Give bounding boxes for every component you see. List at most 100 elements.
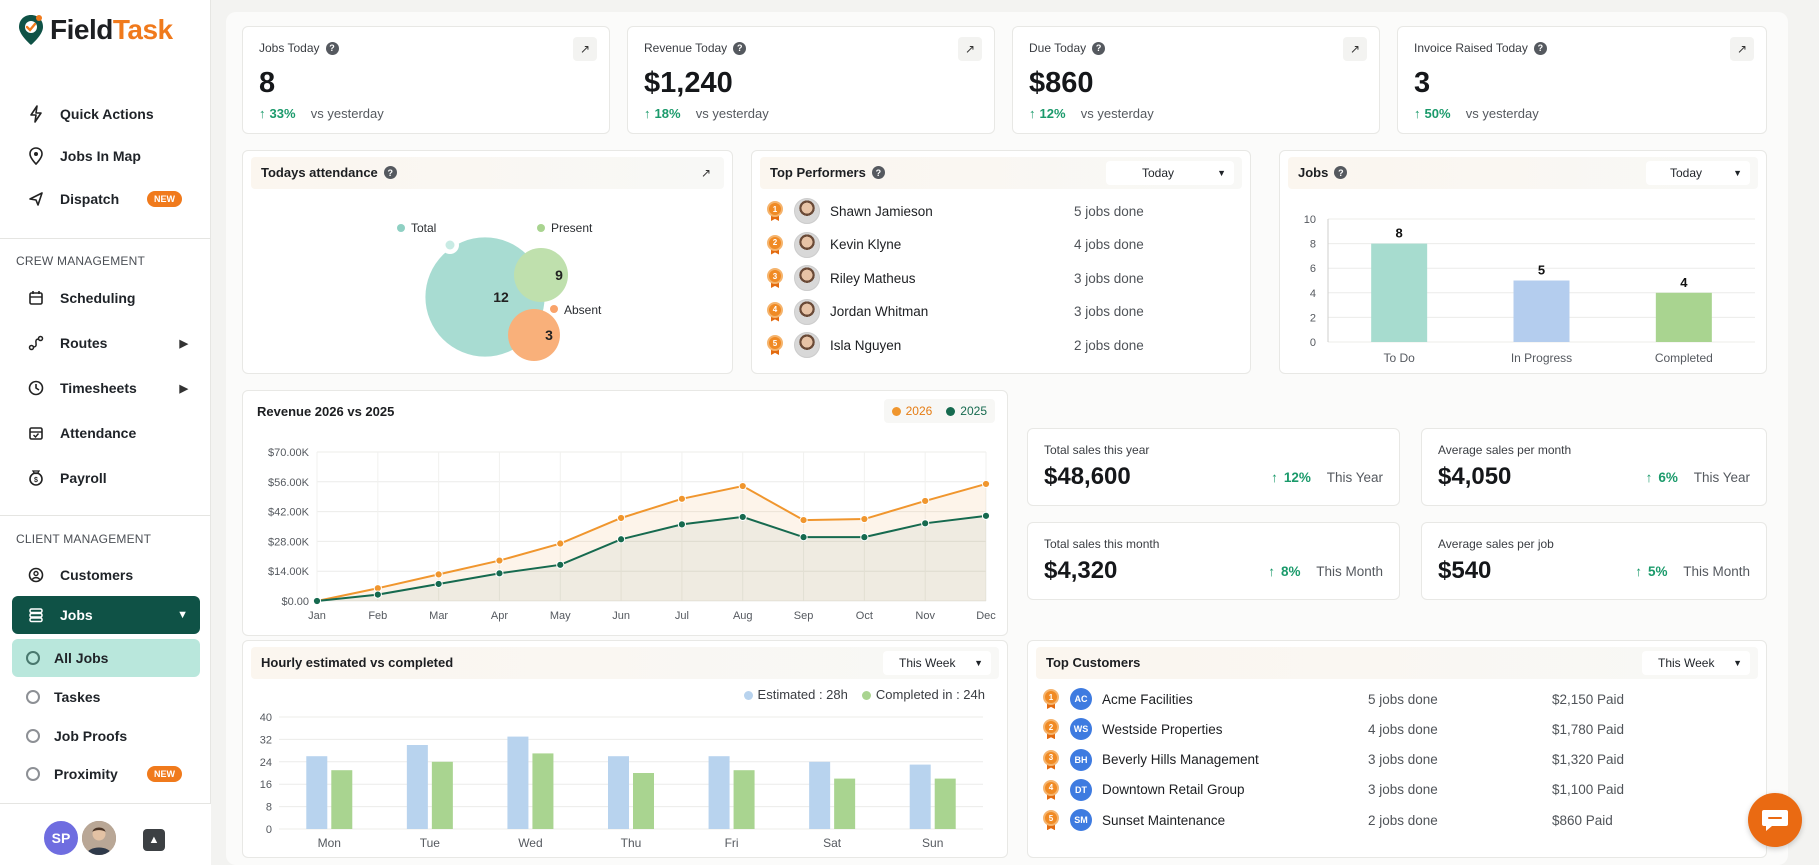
nav-payroll[interactable]: $ Payroll	[12, 459, 200, 497]
customer-row[interactable]: 1 AC Acme Facilities 5 jobs done $2,150 Paid	[1042, 684, 1752, 714]
attendance-card: Todays attendance? ↗ Total Present Absen…	[242, 150, 733, 374]
legend-present-dot	[537, 224, 545, 232]
expand-icon[interactable]: ↗	[700, 166, 712, 180]
nav-job-proofs[interactable]: Job Proofs	[12, 717, 200, 755]
kpi-title: Jobs Today	[259, 41, 320, 55]
nav-quick-actions[interactable]: Quick Actions	[12, 95, 200, 133]
help-icon[interactable]: ?	[1334, 166, 1348, 179]
arrow-up-icon: ↑	[1029, 106, 1036, 121]
point-2026	[921, 496, 930, 506]
customer-row[interactable]: 5 SM Sunset Maintenance 2 jobs done $860 Pai…	[1042, 805, 1752, 835]
rank-medal-icon: 2	[766, 234, 784, 255]
rank-medal-icon: 3	[766, 268, 784, 288]
nav-taskes[interactable]: Taskes	[12, 678, 200, 716]
nav-all-jobs[interactable]: All Jobs	[12, 639, 200, 677]
kpi-value: $860	[1029, 67, 1094, 99]
customer-row[interactable]: 2 WS Westside Properties 4 jobs done $1,780 …	[1042, 714, 1752, 744]
nav-attendance[interactable]: Attendance	[12, 414, 200, 452]
performer-row[interactable]: 1 Shawn Jamieson 5 jobs done	[766, 197, 1236, 225]
legend-item-estimated[interactable]: Estimated : 28h	[743, 687, 848, 702]
point-2025	[981, 511, 991, 520]
expand-icon[interactable]: ↗	[1730, 37, 1754, 61]
rank-number: 4	[767, 301, 783, 318]
help-icon[interactable]: ?	[871, 166, 885, 179]
nav-dispatch[interactable]: Dispatch NEW	[12, 180, 200, 218]
rank-medal-icon: 2	[1042, 719, 1060, 740]
customer-paid: $860 Paid	[1552, 812, 1613, 828]
arrow-up-icon: ↑	[1414, 106, 1421, 121]
y-tick-label: 8	[1310, 239, 1316, 251]
kpi-value: $1,240	[644, 67, 733, 99]
help-icon[interactable]: ?	[1533, 41, 1547, 55]
performer-row[interactable]: 5 Isla Nguyen 2 jobs done	[766, 331, 1236, 359]
legend-item-completed[interactable]: Completed in : 24h	[861, 687, 985, 702]
user-avatar-photo[interactable]	[80, 819, 118, 857]
nav-jobs-in-map[interactable]: Jobs In Map	[12, 137, 200, 175]
nav-label: Taskes	[54, 689, 101, 705]
performer-row[interactable]: 2 Kevin Klyne 4 jobs done	[766, 231, 1236, 259]
sidebar-footer: SP ▲	[0, 803, 211, 865]
kpi-title: Invoice Raised Today	[1414, 41, 1528, 55]
nav-proximity[interactable]: Proximity NEW	[12, 755, 200, 793]
help-icon[interactable]: ?	[383, 166, 397, 179]
x-tick-label: Feb	[368, 610, 387, 622]
legend-item-2025[interactable]: 2025	[946, 404, 987, 418]
customer-row[interactable]: 4 DT Downtown Retail Group 3 jobs done $1,10…	[1042, 775, 1752, 805]
help-icon[interactable]: ?	[1092, 41, 1106, 55]
point-2025	[921, 519, 930, 528]
nav-scheduling[interactable]: Scheduling	[12, 279, 200, 317]
dropdown-value: This Week	[1658, 656, 1715, 670]
bubble-highlight-inner	[445, 240, 455, 250]
expand-icon[interactable]: ↗	[573, 37, 597, 61]
dropdown-value: Today	[1142, 166, 1175, 180]
performer-row[interactable]: 4 Jordan Whitman 3 jobs done	[766, 298, 1236, 326]
expand-icon[interactable]: ↗	[958, 37, 982, 61]
x-tick-label: Thu	[621, 836, 642, 850]
line-series-2025	[316, 514, 987, 602]
bar-estimated	[406, 745, 428, 829]
caret-down-icon: ▼	[1733, 658, 1742, 668]
legend-label: 2026	[905, 404, 933, 418]
period-dropdown[interactable]: This Week ▼	[1642, 651, 1750, 675]
card-title: Top Customers	[1046, 655, 1141, 670]
x-tick-label: In Progress	[1511, 351, 1572, 365]
stat-avg-sales-month: Average sales per month $4,050 ↑ 6% This …	[1421, 428, 1767, 506]
nav-jobs[interactable]: Jobs ▼	[12, 596, 200, 634]
point-2025	[373, 590, 382, 599]
attendance-bubble-chart: Total Present Absent 12 9 3	[397, 221, 602, 361]
avatar	[794, 298, 820, 325]
point-2026	[556, 539, 565, 548]
period-dropdown[interactable]: Today ▼	[1106, 161, 1234, 185]
user-avatar-initials[interactable]: SP	[42, 819, 80, 857]
help-icon[interactable]: ?	[733, 41, 747, 55]
nav-routes[interactable]: Routes ▶	[12, 324, 200, 362]
rank-medal-icon: 1	[1042, 689, 1060, 709]
period-dropdown[interactable]: This Week ▼	[883, 651, 991, 675]
avatar	[794, 198, 820, 224]
collapse-up-icon[interactable]: ▲	[143, 829, 165, 851]
legend-item-2026[interactable]: 2026	[891, 404, 933, 418]
customer-row[interactable]: 3 BH Beverly Hills Management 3 jobs done $1…	[1042, 745, 1752, 775]
help-icon[interactable]: ?	[325, 41, 339, 55]
brand-logo[interactable]: FieldTask	[18, 14, 173, 46]
nav-customers[interactable]: Customers	[12, 556, 200, 594]
new-badge: NEW	[147, 766, 182, 782]
y-tick-label: 10	[1304, 214, 1316, 226]
customer-jobs: 4 jobs done	[1368, 721, 1438, 737]
arrow-up-icon: ↑	[1635, 564, 1642, 579]
chat-support-button[interactable]	[1748, 793, 1802, 847]
customer-paid: $1,100 Paid	[1552, 782, 1625, 798]
expand-icon[interactable]: ↗	[1343, 37, 1367, 61]
bar-completed	[532, 753, 554, 829]
radio-icon	[26, 690, 40, 704]
rank-number: 1	[1043, 689, 1059, 705]
card-header: Jobs? Today ▼	[1288, 157, 1758, 189]
bar-estimated	[708, 756, 730, 829]
period-dropdown[interactable]: Today ▼	[1646, 161, 1750, 185]
rank-medal-icon: 1	[766, 201, 784, 221]
performer-row[interactable]: 3 Riley Matheus 3 jobs done	[766, 264, 1236, 292]
x-tick-label: Nov	[915, 610, 935, 622]
kpi-delta: ↑ 50% vs yesterday	[1414, 106, 1539, 121]
nav-timesheets[interactable]: Timesheets ▶	[12, 369, 200, 407]
rank-medal-icon: 5	[1042, 810, 1060, 831]
